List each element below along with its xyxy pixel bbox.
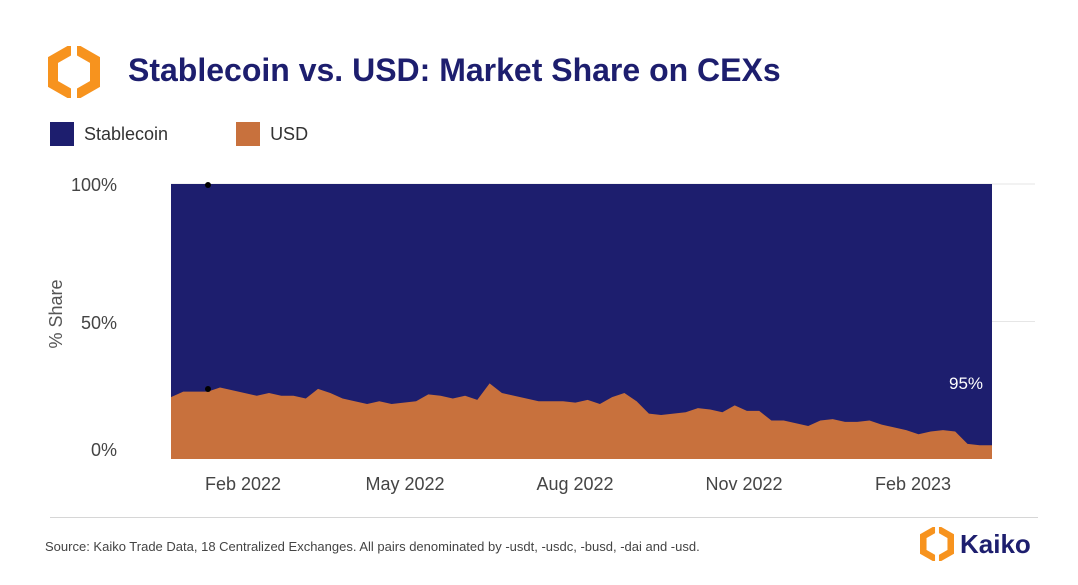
x-tick-label: Aug 2022 xyxy=(536,474,613,494)
usd-area[interactable] xyxy=(171,383,992,459)
legend-item-stablecoin[interactable]: Stablecoin xyxy=(50,122,168,146)
logo-gap-top xyxy=(71,46,77,60)
legend-label-stablecoin: Stablecoin xyxy=(84,123,169,144)
x-tick-label: Feb 2023 xyxy=(875,474,951,494)
legend-item-usd[interactable]: USD xyxy=(236,122,308,146)
x-tick-label: Nov 2022 xyxy=(705,474,782,494)
chart-legend: Stablecoin USD xyxy=(50,122,376,146)
annotation-95-percent: 95% xyxy=(949,374,983,393)
x-tick-label: Feb 2022 xyxy=(205,474,281,494)
brand-name: Kaiko xyxy=(960,528,1031,559)
y-tick-label: 0% xyxy=(91,440,117,460)
legend-swatch-usd xyxy=(236,122,261,146)
kaiko-logo-icon xyxy=(48,46,100,98)
marker-dot-bottom xyxy=(205,386,211,392)
chart-title: Stablecoin vs. USD: Market Share on CEXs xyxy=(128,52,781,88)
y-tick-label: 50% xyxy=(81,313,117,333)
x-tick-label: May 2022 xyxy=(365,474,444,494)
source-note: Source: Kaiko Trade Data, 18 Centralized… xyxy=(45,539,700,554)
y-axis-ticks: 0% 50% 100% xyxy=(71,175,117,460)
legend-label-usd: USD xyxy=(270,123,309,144)
brand: Kaiko xyxy=(920,527,1031,561)
stablecoin-area[interactable] xyxy=(171,184,992,459)
y-axis-label: % Share xyxy=(46,279,66,348)
stacked-area-chart: 0% 50% 100% Feb 2022 May 2022 Aug 2022 Nov 20… xyxy=(46,175,1035,494)
legend-swatch-stablecoin xyxy=(50,122,74,146)
y-tick-label: 100% xyxy=(71,175,117,195)
brand-logo-icon xyxy=(920,527,954,561)
x-axis-ticks: Feb 2022 May 2022 Aug 2022 Nov 2022 Feb 2023 xyxy=(205,474,951,494)
marker-dot-top xyxy=(205,182,211,188)
logo-gap-bottom xyxy=(71,84,77,98)
footer-divider xyxy=(50,517,1038,518)
